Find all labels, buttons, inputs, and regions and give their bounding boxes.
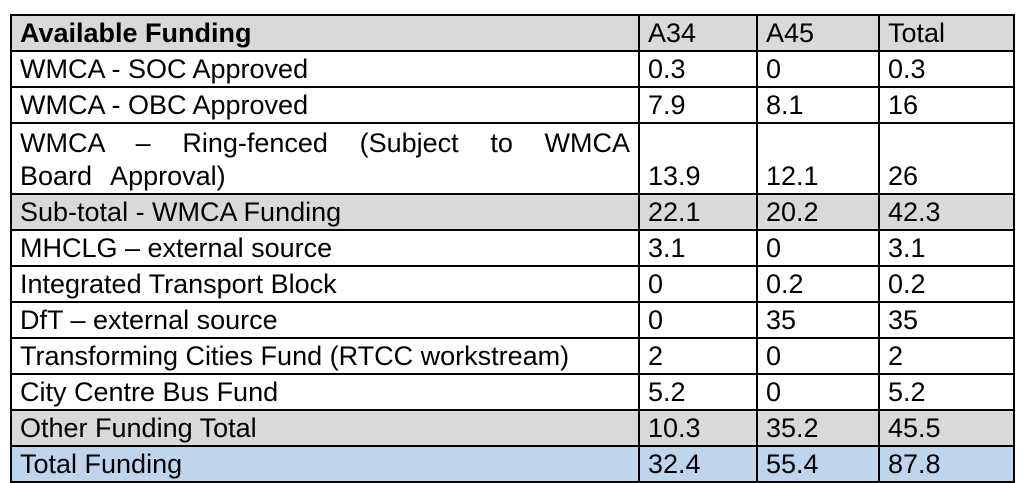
table-title: Available Funding bbox=[10, 14, 640, 52]
table-header-row: Available Funding A34 A45 Total bbox=[10, 14, 1015, 52]
table-row: Integrated Transport Block 0 0.2 0.2 bbox=[10, 265, 1015, 303]
value-a45: 0.2 bbox=[756, 265, 880, 303]
table-row: WMCA – Ring-fenced (Subject to WMCA Boar… bbox=[10, 122, 1015, 195]
row-label: MHCLG – external source bbox=[10, 229, 640, 267]
value-a45: 0 bbox=[756, 373, 880, 411]
row-label: WMCA – Ring-fenced (Subject to WMCA Boar… bbox=[10, 122, 640, 195]
value-a45: 0 bbox=[756, 337, 880, 375]
column-header-a34: A34 bbox=[638, 14, 758, 52]
available-funding-table: Available Funding A34 A45 Total WMCA - S… bbox=[10, 14, 1015, 483]
value-total: 2 bbox=[878, 337, 1015, 375]
row-label: WMCA - OBC Approved bbox=[10, 86, 640, 124]
row-label: Transforming Cities Fund (RTCC workstrea… bbox=[10, 337, 640, 375]
value-total: 16 bbox=[878, 86, 1015, 124]
value-a34: 3.1 bbox=[638, 229, 758, 267]
table-row: WMCA - SOC Approved 0.3 0 0.3 bbox=[10, 50, 1015, 88]
table-row-subtotal: Other Funding Total 10.3 35.2 45.5 bbox=[10, 409, 1015, 447]
value-total: 0.2 bbox=[878, 265, 1015, 303]
value-a34: 0 bbox=[638, 301, 758, 339]
column-header-a45: A45 bbox=[756, 14, 880, 52]
value-a34: 10.3 bbox=[638, 409, 758, 447]
row-label: WMCA - SOC Approved bbox=[10, 50, 640, 88]
value-a34: 0.3 bbox=[638, 50, 758, 88]
value-total: 3.1 bbox=[878, 229, 1015, 267]
table-row: Transforming Cities Fund (RTCC workstrea… bbox=[10, 337, 1015, 375]
value-a45: 0 bbox=[756, 229, 880, 267]
value-total: 45.5 bbox=[878, 409, 1015, 447]
row-label: Total Funding bbox=[10, 445, 640, 483]
value-a45: 55.4 bbox=[756, 445, 880, 483]
value-a45: 12.1 bbox=[756, 122, 880, 195]
row-label: Sub-total - WMCA Funding bbox=[10, 193, 640, 231]
value-a45: 0 bbox=[756, 50, 880, 88]
value-total: 87.8 bbox=[878, 445, 1015, 483]
value-a34: 13.9 bbox=[638, 122, 758, 195]
value-total: 0.3 bbox=[878, 50, 1015, 88]
table-row: MHCLG – external source 3.1 0 3.1 bbox=[10, 229, 1015, 267]
value-total: 35 bbox=[878, 301, 1015, 339]
value-a34: 22.1 bbox=[638, 193, 758, 231]
table-row-subtotal: Sub-total - WMCA Funding 22.1 20.2 42.3 bbox=[10, 193, 1015, 231]
value-total: 5.2 bbox=[878, 373, 1015, 411]
value-a34: 5.2 bbox=[638, 373, 758, 411]
value-a34: 2 bbox=[638, 337, 758, 375]
value-a34: 7.9 bbox=[638, 86, 758, 124]
value-a45: 20.2 bbox=[756, 193, 880, 231]
row-label: City Centre Bus Fund bbox=[10, 373, 640, 411]
column-header-total: Total bbox=[878, 14, 1015, 52]
value-total: 42.3 bbox=[878, 193, 1015, 231]
table-row-grand-total: Total Funding 32.4 55.4 87.8 bbox=[10, 445, 1015, 483]
table-row: DfT – external source 0 35 35 bbox=[10, 301, 1015, 339]
table-row: WMCA - OBC Approved 7.9 8.1 16 bbox=[10, 86, 1015, 124]
value-a34: 0 bbox=[638, 265, 758, 303]
row-label: Other Funding Total bbox=[10, 409, 640, 447]
row-label: Integrated Transport Block bbox=[10, 265, 640, 303]
row-label: DfT – external source bbox=[10, 301, 640, 339]
value-a45: 35 bbox=[756, 301, 880, 339]
value-a45: 8.1 bbox=[756, 86, 880, 124]
value-total: 26 bbox=[878, 122, 1015, 195]
table-row: City Centre Bus Fund 5.2 0 5.2 bbox=[10, 373, 1015, 411]
value-a34: 32.4 bbox=[638, 445, 758, 483]
value-a45: 35.2 bbox=[756, 409, 880, 447]
